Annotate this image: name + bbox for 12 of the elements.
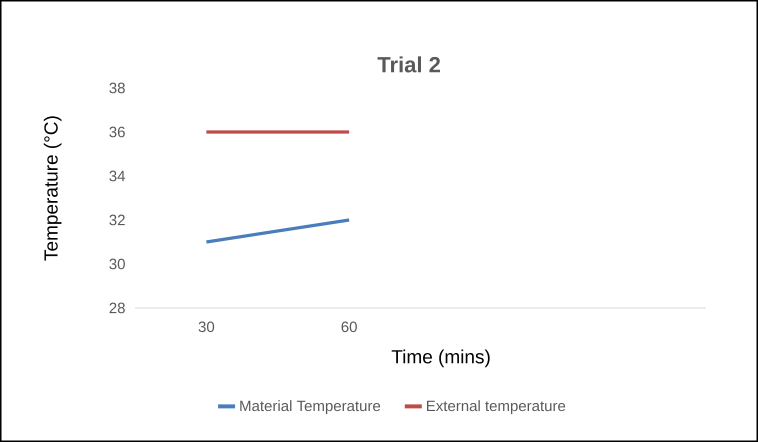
legend-label: External temperature	[427, 400, 566, 414]
y-axis-title: Temperature (°C)	[44, 116, 62, 261]
legend-label: Material Temperature	[240, 400, 380, 414]
x-tick-label: 60	[342, 322, 357, 332]
y-tick-label: 38	[109, 82, 125, 94]
y-tick-label: 32	[109, 214, 125, 226]
y-tick-label: 28	[110, 302, 125, 314]
y-tick-label: 36	[109, 126, 125, 138]
y-tick-label: 30	[109, 258, 125, 270]
x-axis-title: Time (mins)	[392, 350, 490, 368]
chart-title: Trial 2	[378, 56, 440, 72]
y-tick-label: 34	[109, 170, 126, 182]
